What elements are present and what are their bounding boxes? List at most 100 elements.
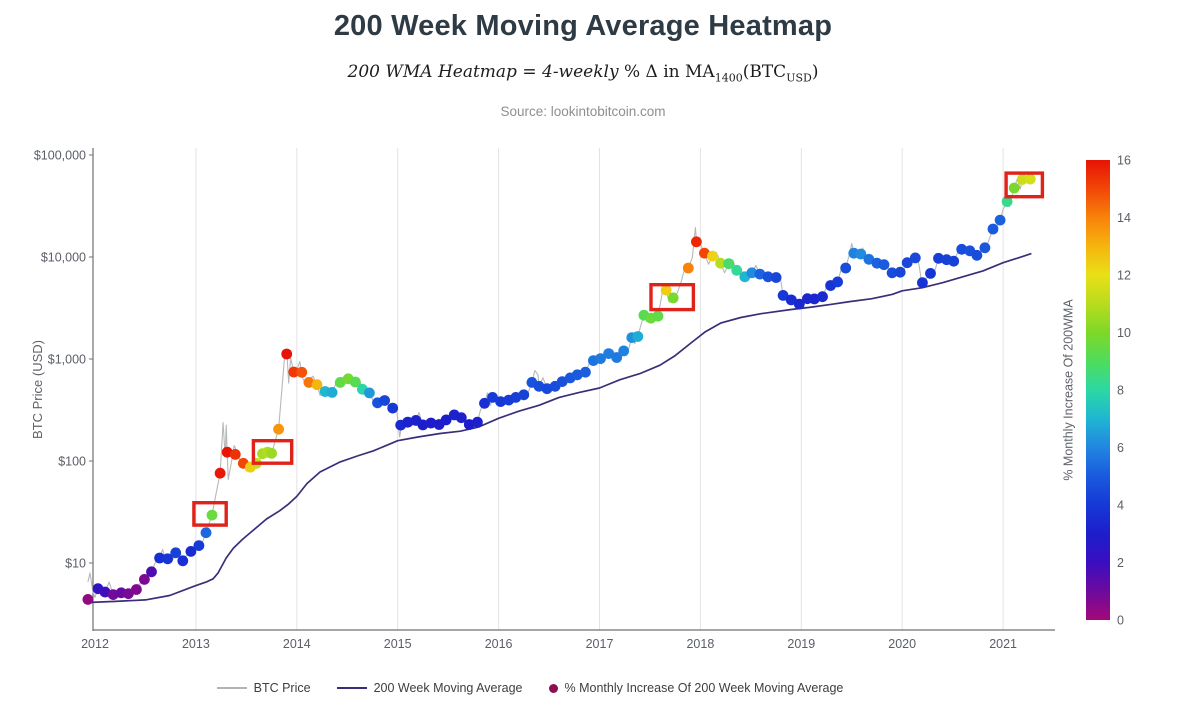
heat-dot xyxy=(901,257,913,269)
heat-dot xyxy=(832,276,843,288)
heat-dot xyxy=(925,268,936,279)
y-tick-label: $100 xyxy=(58,455,86,469)
btc-line-swatch xyxy=(216,687,247,689)
highlight-box xyxy=(192,501,228,527)
source-attribution: Source: lookintobitcoin.com xyxy=(500,104,666,119)
heat-dot xyxy=(311,379,323,391)
heat-dot xyxy=(214,467,226,479)
legend-label: 200 Week Moving Average xyxy=(373,681,523,695)
heat-dot xyxy=(754,268,766,280)
colorbar-tick-label: 16 xyxy=(1117,154,1131,168)
heat-dot xyxy=(334,377,346,388)
heat-dot xyxy=(193,540,205,551)
legend-label: % Monthly Increase Of 200 Week Moving Av… xyxy=(564,681,844,695)
y-axis-title: BTC Price (USD) xyxy=(29,339,45,439)
heat-dot xyxy=(479,397,490,409)
heat-dot xyxy=(303,377,315,388)
heat-dot xyxy=(364,387,375,399)
heat-dot xyxy=(770,272,782,283)
heat-dot xyxy=(987,223,999,235)
heat-dot xyxy=(979,242,991,254)
x-tick-label: 2012 xyxy=(81,637,109,651)
colorbar-tick-label: 2 xyxy=(1117,556,1124,570)
heat-dot xyxy=(762,271,774,283)
heat-dot xyxy=(472,416,483,428)
highlight-box xyxy=(251,439,294,465)
legend-item-btc-price[interactable]: BTC Price xyxy=(216,681,311,695)
heat-dot xyxy=(518,389,530,401)
highlight-box xyxy=(649,283,696,312)
heat-dot xyxy=(154,552,166,564)
heat-dot xyxy=(994,214,1006,226)
heat-dot xyxy=(707,250,718,262)
heat-dot xyxy=(266,447,277,459)
x-tick-label: 2020 xyxy=(888,637,916,651)
formula-part: = xyxy=(516,62,542,82)
heat-dot xyxy=(273,423,284,435)
btc-price-line xyxy=(87,175,1034,598)
heat-dot xyxy=(177,555,189,567)
page-title: 200 Week Moving Average Heatmap xyxy=(333,10,833,42)
heat-dot xyxy=(933,252,944,264)
heat-dot xyxy=(122,588,134,600)
x-tick-label: 2017 xyxy=(586,637,614,651)
heat-dot xyxy=(139,574,150,585)
heat-dot xyxy=(185,546,197,557)
formula-subscript: 1400 xyxy=(714,71,743,85)
heat-dot xyxy=(603,348,614,359)
x-tick-label: 2021 xyxy=(989,637,1017,651)
heat-dot-swatch xyxy=(548,683,558,693)
y-tick-label: $10 xyxy=(65,557,86,571)
heat-dot xyxy=(200,527,212,539)
legend-label: BTC Price xyxy=(253,681,311,695)
wma-line xyxy=(87,252,1032,604)
heat-dot xyxy=(660,284,672,296)
heat-dot xyxy=(793,298,805,310)
heat-dot xyxy=(162,553,174,565)
colorbar-title: % Monthly Increase Of 200WMA xyxy=(1062,299,1077,481)
chart-formula: 200 WMA Heatmap = 4-weekly % Δ in MA1400… xyxy=(0,62,1166,84)
heat-dot xyxy=(652,310,664,322)
highlight-box xyxy=(1004,171,1045,199)
heat-dot xyxy=(909,252,921,264)
formula-part: 200 WMA Heatmap xyxy=(347,62,517,82)
x-tick-label: 2019 xyxy=(787,637,815,651)
heat-dot xyxy=(863,253,875,265)
heat-dot xyxy=(595,353,606,364)
heat-dot xyxy=(170,547,182,559)
wma-line-swatch xyxy=(336,687,367,689)
heat-dot xyxy=(288,366,300,378)
x-tick-label: 2013 xyxy=(182,637,210,651)
colorbar-tick-label: 4 xyxy=(1117,499,1124,513)
heat-dot xyxy=(855,248,867,260)
heat-dot xyxy=(809,293,820,305)
heat-dot xyxy=(731,264,743,276)
heat-dot xyxy=(206,509,218,521)
heat-dot xyxy=(281,348,293,360)
heat-dot xyxy=(82,594,94,605)
heat-dot xyxy=(948,255,960,267)
heat-dot xyxy=(723,258,735,270)
formula-part: ) xyxy=(811,62,819,82)
heat-dot xyxy=(402,416,414,428)
heat-dot xyxy=(1024,173,1036,185)
heat-dot xyxy=(886,267,898,279)
heat-dot xyxy=(580,366,591,378)
heat-dot xyxy=(495,396,506,407)
colorbar-tick-label: 8 xyxy=(1117,384,1124,398)
heat-dot xyxy=(387,402,399,414)
heat-dot xyxy=(463,419,475,430)
x-tick-label: 2014 xyxy=(283,637,311,651)
heat-dot xyxy=(971,249,983,261)
heat-dot xyxy=(131,584,142,595)
heat-dot xyxy=(487,392,498,403)
legend-item-monthly-increase[interactable]: % Monthly Increase Of 200 Week Moving Av… xyxy=(548,681,844,695)
formula-part: 4-weekly xyxy=(542,62,619,82)
heat-dot xyxy=(611,352,623,363)
colorbar-tick-label: 10 xyxy=(1117,326,1131,340)
x-tick-label: 2016 xyxy=(485,637,513,651)
heat-dot xyxy=(878,259,890,271)
legend-item-200wma[interactable]: 200 Week Moving Average xyxy=(336,681,523,695)
heat-dot xyxy=(221,446,233,458)
